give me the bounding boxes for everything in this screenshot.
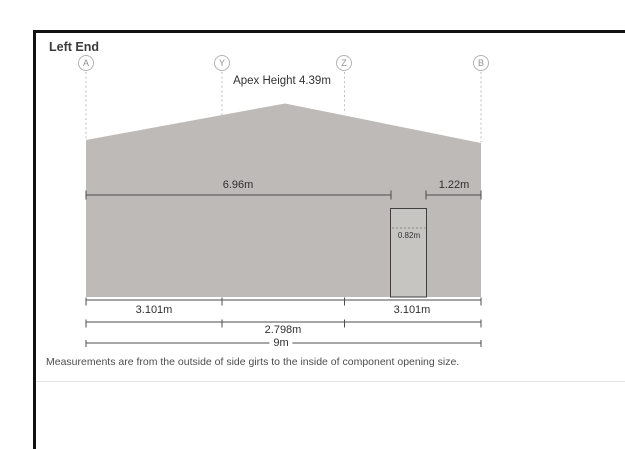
grid-marker-z-label: Z	[341, 58, 347, 68]
dim-label-total-width: 9m	[269, 337, 293, 349]
dim-label-door-width: 0.82m	[397, 231, 421, 240]
dim-label-bay-z-b: 3.101m	[393, 304, 431, 316]
frame-left-border	[33, 30, 36, 449]
grid-lines	[85, 72, 482, 142]
measurement-note: Measurements are from the outside of sid…	[46, 356, 460, 368]
dim-label-door-to-wall: 1.22m	[438, 179, 470, 191]
building-shape	[86, 103, 481, 297]
grid-marker-a: A	[78, 55, 94, 71]
frame-top-border	[33, 30, 625, 33]
grid-marker-b-label: B	[477, 58, 484, 68]
apex-height-label: Apex Height 4.39m	[233, 75, 331, 87]
dim-label-bay-a-y: 3.101m	[135, 304, 173, 316]
grid-marker-y: Y	[214, 55, 230, 71]
door-opening	[390, 208, 427, 298]
dim-label-eave-to-door: 6.96m	[222, 179, 254, 191]
grid-marker-a-label: A	[82, 58, 89, 68]
grid-marker-y-label: Y	[218, 58, 225, 68]
grid-marker-b: B	[473, 55, 489, 71]
page-title: Left End	[49, 40, 99, 54]
grid-marker-z: Z	[336, 55, 352, 71]
dim-label-bay-y-z: 2.798m	[264, 324, 302, 336]
section-divider-line	[36, 381, 625, 382]
